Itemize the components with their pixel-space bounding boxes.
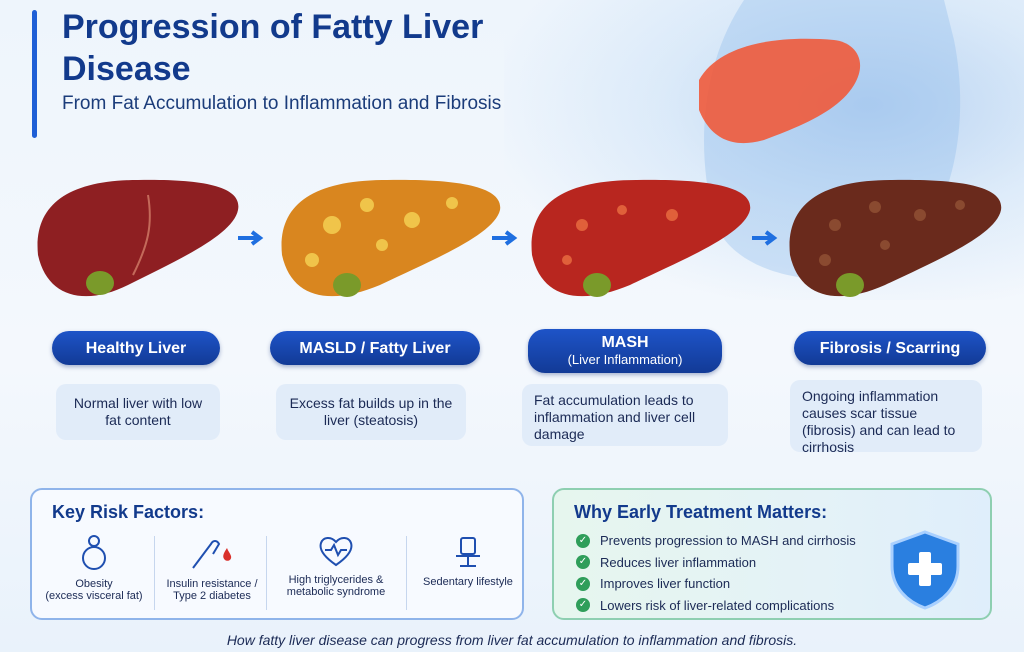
risk-factor-obesity: Obesity (excess visceral fat) [36, 534, 152, 602]
progression-arrow-1 [236, 228, 266, 253]
stage-fatty-liver [272, 165, 512, 315]
benefit-text: Prevents progression to MASH and cirrhos… [600, 533, 856, 549]
list-item: ✓ Prevents progression to MASH and cirrh… [576, 530, 856, 552]
stage-label-fibrosis: Fibrosis / Scarring [794, 331, 986, 365]
finger-blood-drop-icon [192, 540, 232, 569]
figure-caption: How fatty liver disease can progress fro… [226, 632, 798, 648]
stage-sublabel-text: (Liver Inflammation) [567, 352, 683, 367]
list-item: ✓ Reduces liver inflammation [576, 552, 856, 574]
benefits-list: ✓ Prevents progression to MASH and cirrh… [576, 530, 856, 616]
list-item: ✓ Lowers risk of liver-related complicat… [576, 595, 856, 617]
benefit-text: Reduces liver inflammation [600, 554, 757, 570]
stage-description-mash: Fat accumulation leads to inflammation a… [522, 384, 728, 446]
title-accent-bar [32, 10, 37, 138]
heart-pulse-icon [319, 537, 353, 567]
stage-label-healthy: Healthy Liver [52, 331, 220, 365]
stage-label-text: Healthy Liver [85, 339, 187, 357]
page-subtitle: From Fat Accumulation to Inflammation an… [62, 93, 502, 114]
fibrotic-liver-icon [789, 179, 1002, 297]
page-title: Progression of Fatty Liver Disease [62, 8, 484, 88]
why-treatment-title: Why Early Treatment Matters: [574, 502, 828, 522]
benefit-text: Lowers risk of liver-related complicatio… [600, 597, 835, 613]
progression-arrow-3 [750, 228, 780, 253]
risk-factor-label: Insulin resistance / Type 2 diabetes [166, 578, 258, 602]
inflamed-liver-icon [531, 179, 751, 297]
stage-description-fibrosis: Ongoing inflammation causes scar tissue … [790, 380, 982, 455]
stage-label-text: MASLD / Fatty Liver [299, 339, 451, 357]
chair-icon [456, 537, 480, 567]
risk-factors-title: Key Risk Factors: [52, 502, 205, 522]
risk-factor-label: Sedentary lifestyle [423, 576, 513, 588]
check-icon: ✓ [576, 533, 590, 548]
progression-arrow-2 [490, 228, 520, 253]
divider [266, 536, 267, 610]
stage-mash [522, 165, 762, 315]
check-icon: ✓ [576, 555, 590, 570]
list-item: ✓ Improves liver function [576, 573, 856, 595]
fatty-liver-icon [281, 179, 501, 297]
person-obesity-icon [82, 535, 106, 570]
stage-healthy-liver [28, 165, 268, 315]
risk-factor-insulin: Insulin resistance / Type 2 diabetes [154, 534, 270, 602]
risk-factor-sedentary: Sedentary lifestyle [410, 534, 526, 588]
stage-description-masld: Excess fat builds up in the liver (steat… [276, 384, 466, 440]
divider [406, 536, 407, 610]
stage-description-healthy: Normal liver with low fat content [56, 384, 220, 440]
divider [154, 536, 155, 610]
stage-label-text: Fibrosis / Scarring [819, 339, 961, 357]
healthy-liver-icon [37, 179, 239, 297]
check-icon: ✓ [576, 576, 590, 591]
risk-factor-label: Obesity [75, 578, 113, 590]
stage-label-text: MASH [601, 334, 649, 351]
risk-factor-label: High triglycerides & metabolic syndrome [286, 574, 386, 598]
risk-factor-detail: (excess visceral fat) [45, 590, 143, 602]
risk-factor-triglycerides: High triglycerides & metabolic syndrome [276, 534, 396, 598]
risk-factors-panel: Key Risk Factors: Obesity (excess viscer… [30, 488, 524, 620]
why-treatment-panel: Why Early Treatment Matters: ✓ Prevents … [552, 488, 992, 620]
shield-cross-icon [890, 530, 960, 610]
stage-label-mash: MASH (Liver Inflammation) [528, 329, 722, 373]
stage-label-masld: MASLD / Fatty Liver [270, 331, 480, 365]
stage-fibrosis [780, 165, 1020, 315]
benefit-text: Improves liver function [600, 576, 731, 592]
check-icon: ✓ [576, 598, 590, 613]
